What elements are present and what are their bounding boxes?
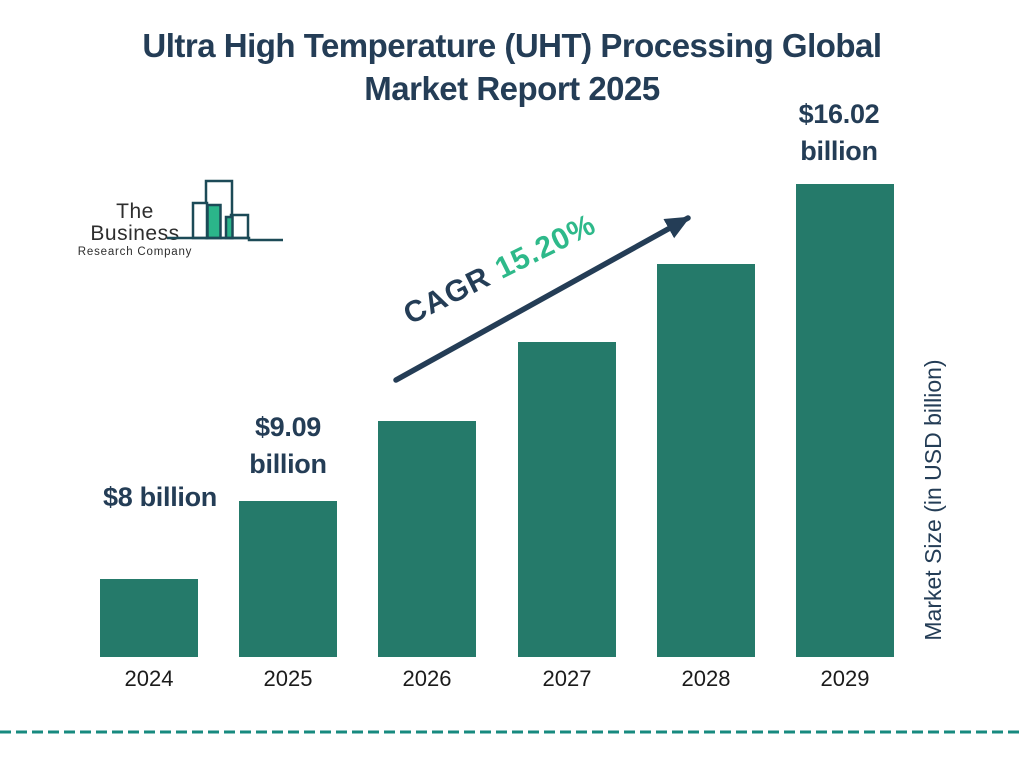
x-tick-2025: 2025 bbox=[263, 666, 313, 691]
x-tick-2026: 2026 bbox=[402, 666, 452, 691]
bar-2027 bbox=[518, 342, 616, 657]
logo-name: The Business bbox=[90, 200, 180, 245]
value-label-2029: $16.02 billion bbox=[798, 99, 880, 166]
value-label-2025: $9.09 billion bbox=[249, 412, 327, 479]
chart-title: Ultra High Temperature (UHT) Processing … bbox=[0, 24, 1024, 110]
bar-2028 bbox=[657, 264, 755, 657]
x-tick-2029: 2029 bbox=[820, 666, 870, 691]
bar-2024 bbox=[100, 579, 198, 657]
bar-2026 bbox=[378, 421, 476, 657]
logo-bars-icon bbox=[167, 179, 283, 242]
bar-2029 bbox=[796, 184, 894, 657]
value-label-2024: $8 billion bbox=[102, 482, 218, 512]
y-axis-label: Market Size (in USD billion) bbox=[920, 359, 946, 641]
x-tick-2028: 2028 bbox=[681, 666, 731, 691]
bar-2025 bbox=[239, 501, 337, 657]
x-tick-2027: 2027 bbox=[542, 666, 592, 691]
chart-title-line2: Market Report 2025 bbox=[364, 70, 660, 107]
x-tick-2024: 2024 bbox=[124, 666, 174, 691]
cagr-growth-arrow bbox=[393, 215, 691, 383]
chart-title-line1: Ultra High Temperature (UHT) Processing … bbox=[142, 27, 882, 64]
logo-subname: Research Company bbox=[77, 246, 193, 258]
bottom-dashed-divider bbox=[0, 730, 1024, 734]
company-logo-text: The Business Research Company bbox=[74, 201, 196, 259]
